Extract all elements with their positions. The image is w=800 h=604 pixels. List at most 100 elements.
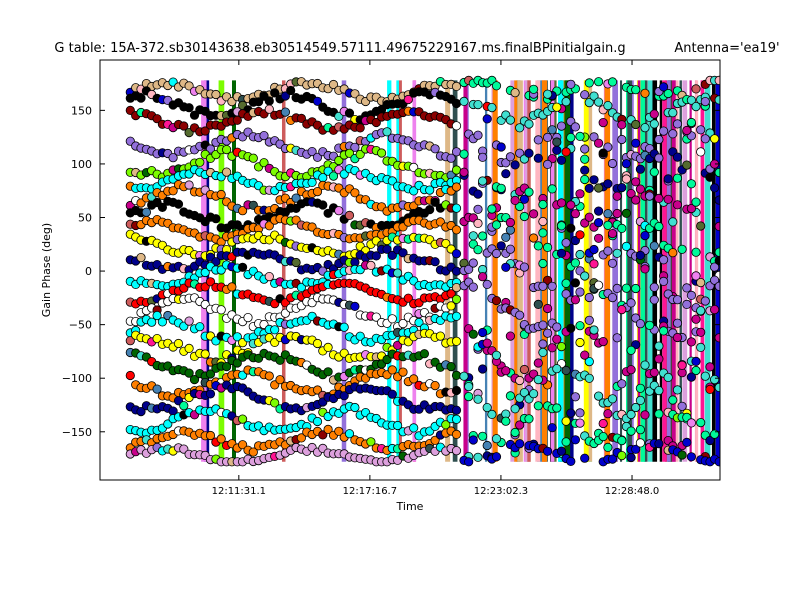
data-point (147, 317, 157, 327)
data-point (635, 184, 646, 194)
data-point (626, 426, 636, 436)
data-point (542, 446, 553, 456)
data-point (552, 137, 562, 147)
data-point (621, 208, 632, 218)
data-point (371, 251, 381, 261)
data-point (184, 316, 194, 326)
data-point (296, 113, 306, 124)
data-point (238, 440, 248, 450)
data-point (291, 257, 301, 268)
data-series (125, 214, 462, 247)
data-point (552, 364, 562, 374)
data-point (682, 437, 692, 447)
data-point (184, 343, 194, 353)
data-point (350, 142, 360, 152)
data-point (570, 435, 581, 445)
data-point (682, 299, 692, 309)
data-series (125, 104, 462, 138)
data-series (125, 180, 462, 216)
data-point (451, 203, 462, 213)
data-point (477, 272, 488, 282)
data-point (515, 420, 525, 430)
data-point (291, 193, 301, 203)
data-point (334, 426, 344, 436)
data-point (528, 389, 539, 399)
data-point (482, 114, 492, 124)
data-point (649, 241, 659, 251)
data-point (451, 385, 462, 396)
data-point (473, 189, 483, 199)
data-point (663, 88, 673, 99)
data-point (575, 131, 585, 141)
data-point (654, 221, 664, 232)
data-point (491, 220, 502, 230)
data-point (173, 338, 184, 349)
data-point (709, 374, 720, 385)
data-point (603, 179, 613, 189)
data-point (515, 439, 525, 449)
data-point (607, 158, 618, 169)
data-point (621, 174, 632, 184)
data-point (403, 293, 413, 303)
data-point (663, 372, 673, 382)
data-point (451, 414, 462, 424)
data-point (547, 281, 557, 291)
data-point (617, 183, 627, 193)
data-point (575, 249, 585, 260)
data-point (371, 117, 381, 128)
data-point (533, 135, 543, 145)
data-point (631, 283, 641, 294)
data-point (607, 77, 618, 87)
data-point (714, 221, 720, 231)
data-point (668, 217, 678, 227)
data-point (382, 127, 392, 137)
data-point (593, 233, 604, 243)
data-point (264, 221, 274, 231)
data-point (264, 96, 274, 106)
antenna-label: Antenna='ea19' (674, 41, 779, 56)
data-point (691, 247, 701, 257)
data-point (491, 81, 502, 91)
data-point (270, 325, 280, 335)
data-point (173, 199, 184, 209)
data-point (195, 157, 205, 167)
data-point (487, 103, 497, 113)
data-point (542, 303, 553, 314)
data-point (501, 366, 511, 376)
data-point (538, 281, 548, 291)
data-point (654, 153, 664, 163)
data-point (561, 278, 571, 288)
data-point (612, 248, 622, 258)
data-point (691, 365, 701, 376)
data-point (296, 282, 306, 292)
data-point (561, 416, 571, 426)
data-point (672, 332, 683, 343)
data-point (677, 450, 687, 460)
y-tick-label: 150 (71, 104, 92, 117)
data-point (510, 195, 520, 205)
data-point (561, 238, 571, 248)
data-point (575, 189, 585, 199)
data-point (566, 79, 576, 89)
data-point (318, 200, 328, 210)
data-point (366, 437, 376, 447)
data-point (501, 416, 511, 426)
data-point (575, 230, 585, 240)
data-point (682, 283, 692, 293)
x-tick-label: 12:17:16.7 (343, 486, 397, 497)
data-point (505, 331, 515, 341)
data-point (184, 103, 194, 113)
data-point (339, 322, 349, 332)
data-point (658, 126, 669, 136)
data-point (152, 114, 162, 124)
data-point (677, 401, 687, 411)
data-point (580, 144, 590, 154)
data-point (617, 435, 627, 446)
data-point (584, 315, 594, 325)
data-point (501, 169, 511, 179)
data-point (621, 159, 632, 169)
data-point (430, 197, 440, 207)
data-point (700, 371, 710, 381)
data-point (696, 417, 706, 428)
data-point (566, 223, 576, 233)
